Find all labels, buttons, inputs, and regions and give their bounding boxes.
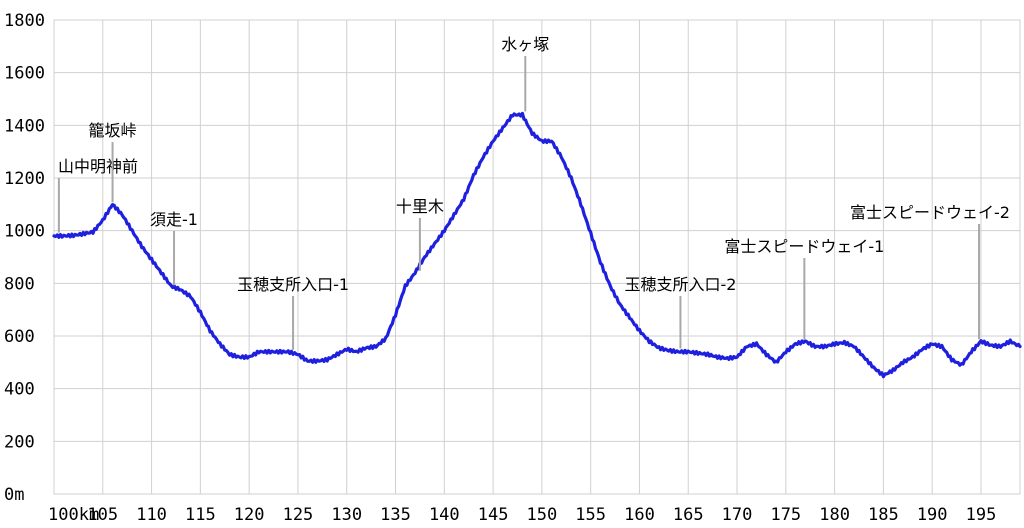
x-tick-label: 110 bbox=[136, 505, 167, 525]
plot-frame bbox=[53, 19, 1021, 495]
x-tick-label: 125 bbox=[283, 505, 314, 525]
series-layer bbox=[52, 111, 1022, 379]
x-tick-label: 140 bbox=[429, 505, 460, 525]
axis-layer: 0m20040060080010001200140016001800100km1… bbox=[4, 11, 996, 525]
x-tick-label: 190 bbox=[917, 505, 948, 525]
x-tick-label: 135 bbox=[380, 505, 411, 525]
annotation-label: 十里木 bbox=[396, 197, 444, 216]
x-tick-label: 115 bbox=[185, 505, 216, 525]
x-tick-label: 195 bbox=[966, 505, 997, 525]
y-tick-label: 1400 bbox=[4, 116, 45, 136]
y-tick-label: 200 bbox=[4, 432, 35, 452]
x-tick-label: 155 bbox=[575, 505, 606, 525]
y-tick-label: 0m bbox=[4, 485, 24, 505]
x-tick-label: 185 bbox=[868, 505, 899, 525]
y-tick-label: 1600 bbox=[4, 64, 45, 84]
x-tick-label: 130 bbox=[331, 505, 362, 525]
annotation-label: 富士スピードウェイ-2 bbox=[850, 203, 1010, 222]
x-tick-label: 150 bbox=[527, 505, 558, 525]
elevation-line bbox=[52, 111, 1022, 379]
x-tick-label: 160 bbox=[624, 505, 655, 525]
x-tick-label: 145 bbox=[478, 505, 509, 525]
x-tick-label: 165 bbox=[673, 505, 704, 525]
x-tick-label: 100km bbox=[48, 505, 99, 525]
y-tick-label: 1800 bbox=[4, 11, 45, 31]
annotation-label: 富士スピードウェイ-1 bbox=[724, 237, 884, 256]
annotation-label: 山中明神前 bbox=[58, 157, 138, 176]
grid-layer bbox=[53, 19, 1021, 495]
x-tick-label: 120 bbox=[234, 505, 265, 525]
x-tick-label: 180 bbox=[819, 505, 850, 525]
y-tick-label: 400 bbox=[4, 380, 35, 400]
annotation-label: 籠坂峠 bbox=[89, 121, 137, 140]
annotation-label: 須走-1 bbox=[150, 210, 198, 229]
y-tick-label: 1000 bbox=[4, 222, 45, 242]
x-tick-label: 105 bbox=[87, 505, 118, 525]
x-tick-label: 175 bbox=[770, 505, 801, 525]
y-tick-label: 600 bbox=[4, 327, 35, 347]
annotation-label: 玉穂支所入口-1 bbox=[237, 275, 349, 294]
x-tick-label: 170 bbox=[722, 505, 753, 525]
y-tick-label: 800 bbox=[4, 274, 35, 294]
annotation-label: 水ヶ塚 bbox=[501, 35, 549, 54]
y-tick-label: 1200 bbox=[4, 169, 45, 189]
annotation-label: 玉穂支所入口-2 bbox=[624, 275, 736, 294]
